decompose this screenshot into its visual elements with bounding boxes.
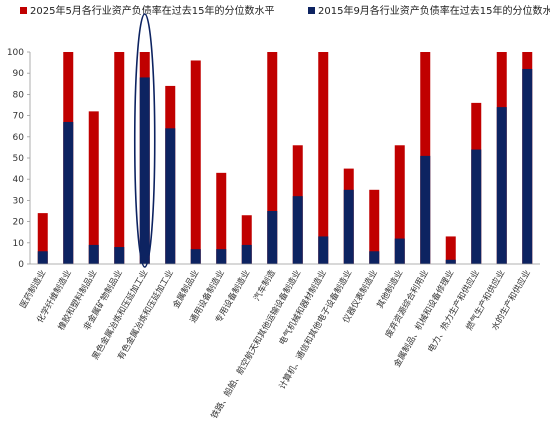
bar-s1-5 (165, 128, 176, 264)
bar-s1-16 (445, 259, 456, 264)
y-axis: 0 10 20 30 40 50 60 70 80 90 100 (7, 48, 31, 270)
bar-s0-14 (394, 145, 405, 264)
bar-s0-7 (216, 172, 227, 264)
bar-s1-14 (394, 238, 405, 264)
bar-s1-3 (114, 247, 125, 264)
bars (37, 52, 533, 265)
legend-label-0: 2025年5月各行业资产负债率在过去15年的分位数水平 (30, 4, 275, 17)
bar-s1-7 (216, 249, 227, 264)
highlight-ellipse (133, 13, 156, 268)
y-tick-label: 50 (13, 154, 25, 164)
y-tick-label: 30 (13, 196, 25, 206)
bar-s1-18 (496, 107, 507, 265)
bar-s1-11 (318, 236, 329, 264)
bar-s1-2 (88, 244, 99, 264)
x-tick-label: 电气机械和器材制造业 (277, 268, 329, 347)
y-tick-label: 0 (18, 260, 24, 270)
bar-s0-8 (241, 215, 252, 264)
bar-s1-1 (63, 121, 74, 265)
y-tick-label: 90 (13, 69, 25, 79)
bar-s1-19 (522, 68, 533, 265)
legend-swatch-1 (308, 7, 315, 14)
bar-s1-17 (471, 149, 482, 264)
y-tick-label: 20 (13, 218, 25, 228)
bar-s0-11 (318, 52, 329, 264)
bar-s1-12 (343, 189, 354, 264)
legend-label-1: 2015年9月各行业资产负债率在过去15年的分位数水平 (318, 4, 550, 17)
y-tick-label: 80 (13, 90, 25, 100)
bar-s0-3 (114, 52, 125, 264)
highlight-ellipse-group (133, 13, 156, 268)
y-tick-label: 10 (13, 239, 25, 249)
bar-s1-0 (37, 251, 48, 264)
bar-s1-9 (267, 211, 278, 264)
y-tick-label: 40 (13, 175, 25, 185)
x-axis: 医药制造业化学纤维制造业橡胶和塑料制品业非金属矿物制品业黑色金属冶炼和压延加工业… (18, 263, 540, 421)
bar-s0-16 (445, 236, 456, 264)
legend-swatch-0 (20, 7, 27, 14)
bar-s0-9 (267, 52, 278, 264)
bar-s1-4 (139, 77, 150, 264)
bar-s0-0 (37, 213, 48, 264)
bar-s0-2 (88, 111, 99, 264)
bar-s1-6 (190, 249, 201, 264)
bar-s1-13 (369, 251, 380, 264)
y-tick-label: 100 (7, 48, 24, 58)
bar-s0-13 (369, 189, 380, 264)
legend: 2025年5月各行业资产负债率在过去15年的分位数水平 2015年9月各行业资产负… (20, 4, 550, 17)
bar-s1-10 (292, 196, 303, 264)
bar-s0-6 (190, 60, 201, 265)
bar-s1-8 (241, 244, 252, 264)
x-tick-label: 汽车制造 (251, 268, 278, 303)
y-tick-label: 60 (13, 133, 25, 143)
y-tick-label: 70 (13, 112, 25, 122)
bar-s1-15 (420, 155, 431, 264)
